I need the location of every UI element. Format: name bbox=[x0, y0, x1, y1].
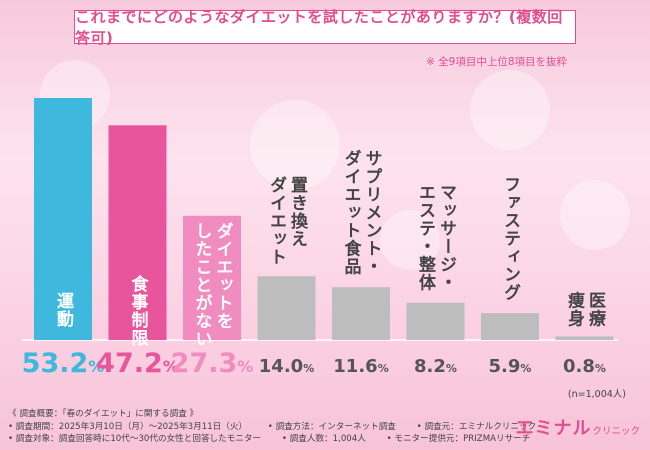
survey-method: • 調査方法：インターネット調査 bbox=[267, 421, 396, 432]
bar-label-8-line-2: 痩身 bbox=[564, 290, 585, 327]
survey-provider: • モニター提供元：PRIZMAリサーチ bbox=[386, 434, 531, 445]
note-text: ※ 全9項目中上位8項目を抜粋 bbox=[426, 56, 567, 68]
bar-1 bbox=[34, 98, 92, 340]
bar-8 bbox=[555, 336, 614, 340]
bar-5 bbox=[332, 287, 390, 340]
clinic-logo: エミナル クリニック bbox=[515, 414, 640, 440]
bar-label-8-line-1: 医療 bbox=[585, 291, 606, 327]
chart-title: これまでにどのようなダイエットを試したことがありますか？(複数回答可) bbox=[75, 8, 563, 47]
survey-source: • 調査元：エミナルクリニック bbox=[416, 421, 537, 432]
survey-count: • 調査人数：1,004人 bbox=[281, 434, 366, 445]
bar-3 bbox=[183, 215, 241, 340]
bar-label-1-line-1: 運動 bbox=[53, 292, 74, 328]
survey-period: • 調査期間：2025年3月10日（月）～2025年3月11日（火） bbox=[8, 421, 248, 432]
bar-label-2-line-1: 食事制限 bbox=[128, 274, 149, 347]
value-label-6: 8.2% bbox=[414, 356, 457, 377]
bar-label-4-line-2: ダイエット bbox=[266, 175, 287, 266]
bar-label-5-line-2: ダイエット食品 bbox=[341, 149, 362, 276]
value-label-4: 14.0% bbox=[259, 356, 314, 377]
bar-7 bbox=[481, 313, 539, 340]
survey-overview: 《 調査概要：「春のダイエット」に関する調査 》 • 調査期間：2025年3月1… bbox=[8, 408, 554, 446]
value-label-1: 53.2% bbox=[22, 348, 105, 379]
value-label-3: 27.3% bbox=[171, 348, 254, 379]
survey-target: • 調査対象：調査回答時に10代～30代の女性と回答したモニター bbox=[8, 434, 262, 445]
bar-label-6-line-1: マッサージ・ bbox=[436, 184, 456, 292]
logo-sub: クリニック bbox=[592, 426, 640, 437]
value-label-2: 47.2% bbox=[96, 348, 179, 379]
bar-label-7-line-1: ファスティング bbox=[500, 176, 521, 302]
bar-4 bbox=[257, 276, 316, 340]
bar-label-3-line-2: したことがない bbox=[192, 222, 213, 348]
bar-label-4-line-1: 置き換え bbox=[287, 176, 308, 248]
bar-6 bbox=[406, 302, 465, 340]
bar-2 bbox=[108, 125, 167, 340]
bar-label-5-line-1: サプリメント・ bbox=[362, 150, 382, 276]
logo-main: エミナル bbox=[515, 418, 592, 439]
chart-title-box: これまでにどのようなダイエットを試したことがありますか？(複数回答可) bbox=[74, 8, 576, 47]
sample-size: (n=1,004人) bbox=[568, 389, 626, 400]
survey-title: 《 調査概要：「春のダイエット」に関する調査 》 bbox=[8, 409, 199, 419]
bar-label-6-line-2: エステ・整体 bbox=[415, 184, 436, 292]
value-label-7: 5.9% bbox=[489, 356, 532, 377]
bar-label-3-line-1: ダイエットを bbox=[213, 221, 234, 330]
value-label-8: 0.8% bbox=[563, 356, 606, 377]
value-label-5: 11.6% bbox=[333, 356, 388, 377]
